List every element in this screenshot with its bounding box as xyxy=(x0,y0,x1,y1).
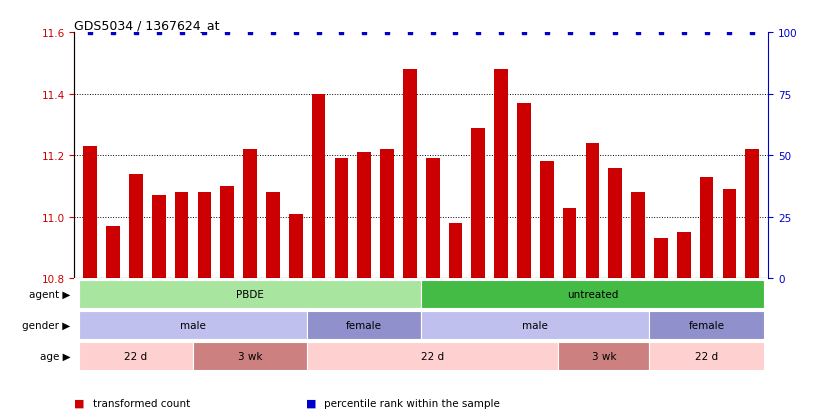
Bar xyxy=(449,223,463,279)
Bar xyxy=(421,311,649,339)
Bar xyxy=(609,168,622,279)
Bar xyxy=(745,150,759,279)
Bar xyxy=(266,193,280,279)
Text: 3 wk: 3 wk xyxy=(591,351,616,361)
Point xyxy=(723,30,736,36)
Bar xyxy=(79,311,307,339)
Point xyxy=(654,30,667,36)
Point xyxy=(746,30,759,36)
Text: age ▶: age ▶ xyxy=(40,351,70,361)
Bar xyxy=(129,174,143,279)
Text: PBDE: PBDE xyxy=(236,289,264,299)
Bar xyxy=(79,342,193,370)
Bar xyxy=(380,150,394,279)
Bar xyxy=(540,162,553,279)
Bar xyxy=(307,311,421,339)
Text: percentile rank within the sample: percentile rank within the sample xyxy=(324,398,500,408)
Bar xyxy=(358,153,371,279)
Point xyxy=(335,30,348,36)
Point xyxy=(83,30,97,36)
Point xyxy=(472,30,485,36)
Point xyxy=(266,30,279,36)
Bar xyxy=(175,193,188,279)
Point xyxy=(517,30,530,36)
Bar xyxy=(79,280,421,308)
Text: ■: ■ xyxy=(306,398,316,408)
Bar xyxy=(649,342,763,370)
Bar xyxy=(517,104,531,279)
Bar xyxy=(472,128,485,279)
Point xyxy=(449,30,462,36)
Bar xyxy=(700,178,714,279)
Text: ■: ■ xyxy=(74,398,85,408)
Bar xyxy=(221,187,234,279)
Bar xyxy=(243,150,257,279)
Text: 22 d: 22 d xyxy=(125,351,148,361)
Bar xyxy=(426,159,439,279)
Bar xyxy=(335,159,349,279)
Point xyxy=(700,30,713,36)
Bar xyxy=(494,70,508,279)
Text: gender ▶: gender ▶ xyxy=(22,320,70,330)
Point xyxy=(631,30,644,36)
Text: female: female xyxy=(346,320,382,330)
Bar xyxy=(193,342,307,370)
Bar xyxy=(403,70,416,279)
Bar xyxy=(631,193,645,279)
Point xyxy=(289,30,302,36)
Point xyxy=(677,30,691,36)
Bar xyxy=(558,342,649,370)
Text: 22 d: 22 d xyxy=(695,351,718,361)
Bar xyxy=(586,144,600,279)
Point xyxy=(221,30,234,36)
Text: male: male xyxy=(522,320,548,330)
Point xyxy=(609,30,622,36)
Point xyxy=(130,30,143,36)
Point xyxy=(107,30,120,36)
Point xyxy=(312,30,325,36)
Bar xyxy=(563,208,577,279)
Point xyxy=(403,30,416,36)
Bar xyxy=(83,147,97,279)
Point xyxy=(563,30,577,36)
Bar xyxy=(307,342,558,370)
Text: female: female xyxy=(689,320,724,330)
Text: untreated: untreated xyxy=(567,289,618,299)
Text: transformed count: transformed count xyxy=(93,398,190,408)
Text: 22 d: 22 d xyxy=(421,351,444,361)
Point xyxy=(152,30,165,36)
Point xyxy=(358,30,371,36)
Bar xyxy=(289,214,302,279)
Bar xyxy=(723,190,736,279)
Text: GDS5034 / 1367624_at: GDS5034 / 1367624_at xyxy=(74,19,220,32)
Bar xyxy=(107,227,120,279)
Point xyxy=(586,30,599,36)
Text: male: male xyxy=(180,320,206,330)
Bar xyxy=(676,233,691,279)
Point xyxy=(495,30,508,36)
Bar xyxy=(311,95,325,279)
Point xyxy=(540,30,553,36)
Point xyxy=(175,30,188,36)
Point xyxy=(198,30,211,36)
Bar xyxy=(152,196,166,279)
Point xyxy=(381,30,394,36)
Bar xyxy=(649,311,763,339)
Bar xyxy=(197,193,211,279)
Point xyxy=(244,30,257,36)
Bar xyxy=(421,280,763,308)
Text: 3 wk: 3 wk xyxy=(238,351,263,361)
Point xyxy=(426,30,439,36)
Bar xyxy=(654,239,667,279)
Text: agent ▶: agent ▶ xyxy=(29,289,70,299)
